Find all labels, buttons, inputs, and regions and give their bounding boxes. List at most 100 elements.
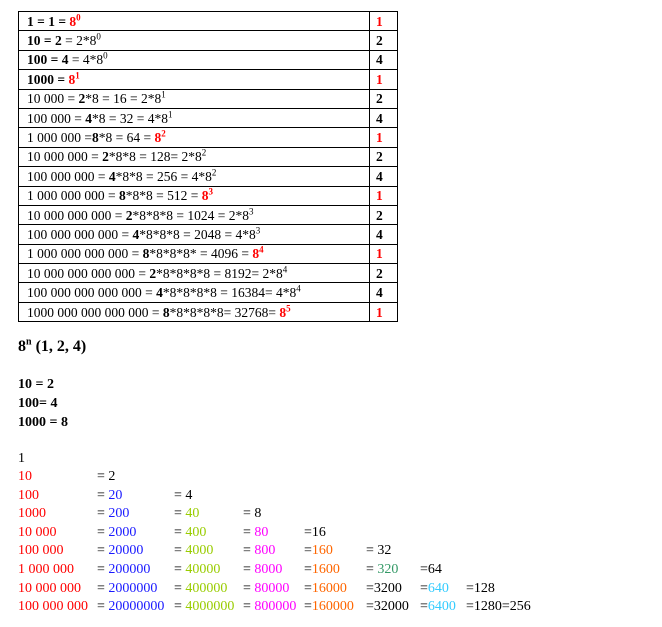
grid-cell: =64 (420, 562, 442, 578)
expression-cell: 10 000 = 2*8 = 16 = 2*81 (18, 88, 370, 109)
grid-value: 800 (254, 543, 276, 559)
grid-cell: = 80000 (243, 581, 289, 597)
table-row: 10 000 000 000 = 2*8*8*8 = 1024 = 2*83 2 (18, 204, 398, 226)
grid-cell: = 2 (97, 469, 115, 485)
grid-cell: =3200 (366, 581, 402, 597)
expression-part: 1 = 1 = (27, 13, 70, 29)
table-row: 1 = 1 = 80 1 (18, 10, 398, 32)
grid-value: 4000000 (185, 599, 235, 615)
expression-part: 100 000 = (27, 110, 86, 126)
grid-cell: =1280=256 (466, 599, 531, 615)
table-row: 100 000 000 000 = 4*8*8*8 = 2048 = 4*83 4 (18, 224, 398, 245)
exponent: 3 (255, 225, 261, 236)
table-row: 10 = 2 = 2*80 2 (18, 30, 398, 51)
expression-part: 10 = 2 (27, 33, 62, 49)
grid-cell: = 400 (174, 525, 206, 541)
grid-text: = 2 (97, 469, 116, 484)
expression-part: 10 000 = (27, 91, 79, 107)
exponent: 3 (248, 206, 254, 217)
grid-cell: = 20000000 (97, 599, 164, 615)
grid-text: = (304, 562, 312, 577)
table-row: 10 000 000 = 2*8*8 = 128= 2*82 2 (18, 146, 398, 168)
grid-value: 200000 (108, 562, 151, 577)
grid-cell: = 8 (243, 506, 261, 522)
grid-value: 80 (254, 524, 269, 540)
expression-part: 100 000 000 000 = (27, 226, 133, 242)
grid-text: = (97, 506, 109, 522)
exponent: 0 (96, 31, 101, 42)
table-row: 100 = 4 = 4*80 4 (18, 49, 398, 71)
grid-text: = (174, 562, 186, 577)
expression-part: 1000 = (27, 71, 69, 87)
expression-cell: 1000 000 000 000 000 = 8*8*8*8*8= 32768=… (18, 301, 370, 323)
grid-cell: =1600 (304, 562, 340, 578)
grid-value: 4000 (185, 543, 214, 559)
grid-value: 640 (427, 580, 449, 596)
grid-text: = 8 (243, 506, 262, 522)
grid-value: 160000 (311, 599, 354, 615)
equation-line: 10 = 2 (18, 377, 54, 392)
grid-text: =16 (304, 524, 326, 540)
grid-text: 10 (18, 469, 32, 484)
grid-text: = (366, 562, 378, 577)
exponent: 3 (208, 186, 213, 197)
grid-text: = (420, 580, 428, 596)
expression-part: 8 (92, 130, 99, 146)
expression-cell: 1 000 000 000 = 8*8*8 = 512 = 83 (18, 185, 370, 206)
grid-cell: = 2000000 (97, 581, 157, 597)
exponent: 1 (75, 70, 80, 81)
grid-cell: = 80 (243, 525, 268, 541)
grid-cell: = 4000 (174, 543, 213, 559)
expression-part: *8*8 = 128= 2*8 (108, 149, 202, 165)
grid-text: = (97, 487, 109, 503)
grid-text: = (304, 599, 312, 615)
exponent: 5 (286, 303, 291, 314)
expression-cell: 10 000 000 000 000 = 2*8*8*8*8 = 8192= 2… (18, 263, 370, 284)
grid-text: 100 000 (18, 543, 64, 559)
grid-first-line: 1 (18, 451, 25, 466)
expression-cell: 10 000 000 000 = 2*8*8*8 = 1024 = 2*83 (18, 204, 370, 226)
grid-cell: =32000 (366, 599, 409, 615)
grid-text: = (174, 580, 186, 596)
expression-cell: 1 000 000 =8*8 = 64 = 82 (18, 127, 370, 148)
power-of-eight: 83 (201, 186, 213, 204)
exponent: 2 (211, 167, 217, 178)
grid-text: = (420, 599, 428, 615)
grid-value: 800000 (254, 599, 297, 615)
expression-cell: 10 = 2 = 2*80 (18, 30, 370, 51)
grid-value: 2000000 (108, 580, 158, 596)
power-of-eight: 85 (279, 303, 291, 320)
grid-value: 40000 (185, 562, 221, 577)
result-cell: 4 (369, 107, 398, 129)
expression-part: 4 (85, 110, 92, 126)
expression-part: 4 (156, 285, 163, 301)
grid-cell: 100 (18, 488, 39, 504)
grid-text: =128 (466, 580, 495, 596)
grid-value: 320 (377, 562, 399, 577)
grid-value: 20000000 (108, 599, 165, 615)
table-row: 100 000 000 000 000 = 4*8*8*8*8 = 16384=… (18, 282, 398, 303)
power-of-eight: 84 (252, 244, 264, 262)
result-cell: 2 (369, 204, 398, 226)
result-cell: 4 (369, 166, 398, 187)
grid-cell: 100 000 000 (18, 599, 88, 615)
expression-part: 1 000 000 000 = (27, 188, 119, 204)
grid-text: =32000 (366, 599, 409, 615)
grid-cell: 10 000 (18, 525, 57, 541)
grid-cell: 100 000 (18, 543, 64, 559)
expression-part: 2 (78, 91, 86, 107)
heading: 8n (1, 2, 4) (18, 336, 87, 355)
result-cell: 1 (369, 301, 398, 323)
grid-value: 400 (185, 524, 207, 540)
exponent: 4 (282, 264, 288, 275)
grid-text: = (174, 599, 186, 615)
expression-cell: 1 000 000 000 000 = 8*8*8*8* = 4096 = 84 (18, 243, 370, 265)
grid-text: = (174, 543, 186, 559)
expression-part: 4 (132, 226, 140, 242)
grid-value: 2000 (108, 524, 137, 540)
grid-text: 1000 (18, 506, 46, 522)
grid-text: = (97, 580, 109, 596)
grid-value: 80000 (254, 580, 290, 596)
grid-text: = (304, 543, 312, 559)
grid-text: 100 000 000 (18, 599, 88, 615)
